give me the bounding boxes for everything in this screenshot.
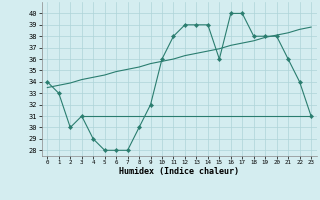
X-axis label: Humidex (Indice chaleur): Humidex (Indice chaleur) bbox=[119, 167, 239, 176]
